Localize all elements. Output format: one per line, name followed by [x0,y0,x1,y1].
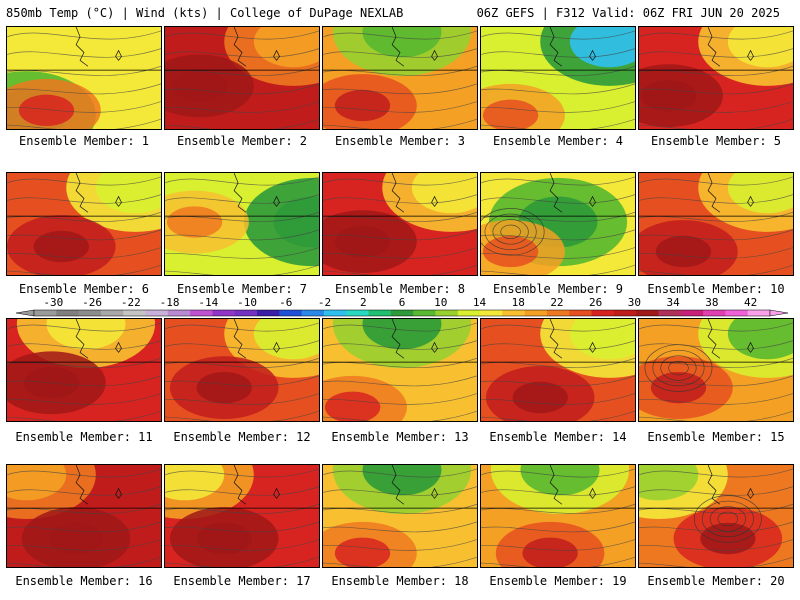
colorbar-tick-label: 38 [705,296,718,309]
ensemble-member-label: Ensemble Member: 17 [173,574,311,588]
colorbar-segment [257,310,280,316]
colorbar-segment [569,310,593,316]
colorbar-segment [725,310,749,316]
colorbar-segment [591,310,615,316]
ensemble-member-label: Ensemble Member: 8 [334,282,466,296]
ensemble-member-label: Ensemble Member: 13 [331,430,469,444]
ensemble-member-label: Ensemble Member: 19 [489,574,627,588]
model-run-info: 06Z GEFS | F312 Valid: 06Z FRI JUN 20 20… [476,6,780,20]
ensemble-member-label: Ensemble Member: 4 [492,134,624,148]
colorbar-segment [100,310,124,316]
map-title: 850mb Temp (°C) | Wind (kts) | College o… [6,6,404,20]
ensemble-member-label: Ensemble Member: 10 [647,282,785,296]
colorbar-tick-label: -22 [121,296,141,309]
colorbar-segment [747,310,771,316]
colorbar-left-arrow [15,309,35,317]
colorbar-segment [680,310,704,316]
colorbar-segment [413,310,436,316]
ensemble-map-panel [480,464,636,568]
ensemble-member-label: Ensemble Member: 1 [18,134,150,148]
colorbar-segment [190,310,213,316]
colorbar-segment [234,310,258,316]
ensemble-map-panel [164,172,320,276]
ensemble-map-panel [322,172,478,276]
ensemble-map-panel [322,26,478,130]
colorbar-tick-label: 14 [473,296,487,309]
colorbar-segment [524,310,548,316]
colorbar-segment [301,310,325,316]
colorbar-tick-label: 30 [628,296,641,309]
colorbar-segment [167,310,191,316]
colorbar-segment [390,310,414,316]
colorbar-segment [457,310,481,316]
colorbar-right-arrow [769,309,789,317]
colorbar-segment [435,310,459,316]
ensemble-member-label: Ensemble Member: 12 [173,430,311,444]
ensemble-member-label: Ensemble Member: 11 [15,430,153,444]
colorbar-tick-label: -26 [82,296,102,309]
colorbar-segment [480,310,503,316]
colorbar-tick-label: 18 [512,296,525,309]
ensemble-member-label: Ensemble Member: 20 [647,574,785,588]
colorbar-segment [368,310,392,316]
ensemble-member-label: Ensemble Member: 6 [18,282,150,296]
colorbar-segment [323,310,347,316]
ensemble-map-panel [6,318,162,422]
colorbar-tick-label: 10 [434,296,447,309]
ensemble-map-panel [6,26,162,130]
colorbar-segment [279,310,303,316]
colorbar-tick-label: -18 [160,296,180,309]
ensemble-map-panel [638,318,794,422]
colorbar-segment [123,310,147,316]
colorbar-segment [703,310,726,316]
colorbar-segment [78,310,102,316]
ensemble-map-panel [322,464,478,568]
ensemble-map-panel [6,172,162,276]
colorbar-segment [658,310,682,316]
ensemble-member-label: Ensemble Member: 18 [331,574,469,588]
ensemble-map-panel [480,318,636,422]
colorbar-segment [636,310,659,316]
colorbar-tick-label: 42 [744,296,757,309]
ensemble-map-panel [480,172,636,276]
ensemble-member-label: Ensemble Member: 7 [176,282,308,296]
ensemble-member-label: Ensemble Member: 3 [334,134,466,148]
colorbar-tick-label: -10 [237,296,257,309]
ensemble-member-label: Ensemble Member: 2 [176,134,308,148]
colorbar-tick-label: 26 [589,296,602,309]
ensemble-member-label: Ensemble Member: 15 [647,430,785,444]
colorbar-tick-label: 6 [399,296,406,309]
colorbar-segment [145,310,169,316]
colorbar-segment [613,310,637,316]
colorbar-segment [212,310,236,316]
colorbar-segment [56,310,80,316]
colorbar-tick-label: -30 [43,296,63,309]
colorbar-tick-label: -14 [198,296,218,309]
colorbar-tick-label: 34 [667,296,681,309]
ensemble-member-label: Ensemble Member: 9 [492,282,624,296]
colorbar-tick-label: 22 [550,296,563,309]
temperature-colorbar: -30 -26 -22 -18 -14 -10 -6 -2 2 6 10 14 18 22 26 30 34 38… [15,296,789,317]
ensemble-map-panel [638,26,794,130]
colorbar-segment [546,310,570,316]
colorbar-segment [346,310,370,316]
colorbar-tick-label: -6 [279,296,292,309]
ensemble-map-panel [638,172,794,276]
ensemble-map-panel [164,26,320,130]
colorbar-segment [502,310,526,316]
ensemble-map-panel [6,464,162,568]
ensemble-map-panel [480,26,636,130]
ensemble-member-label: Ensemble Member: 5 [650,134,782,148]
ensemble-map-panel [164,464,320,568]
ensemble-map-panel [322,318,478,422]
colorbar-tick-label: -2 [318,296,331,309]
ensemble-map-panel [164,318,320,422]
colorbar-segment [34,310,57,316]
colorbar-tick-label: 2 [360,296,367,309]
ensemble-member-label: Ensemble Member: 14 [489,430,627,444]
ensemble-map-panel [638,464,794,568]
ensemble-member-label: Ensemble Member: 16 [15,574,153,588]
